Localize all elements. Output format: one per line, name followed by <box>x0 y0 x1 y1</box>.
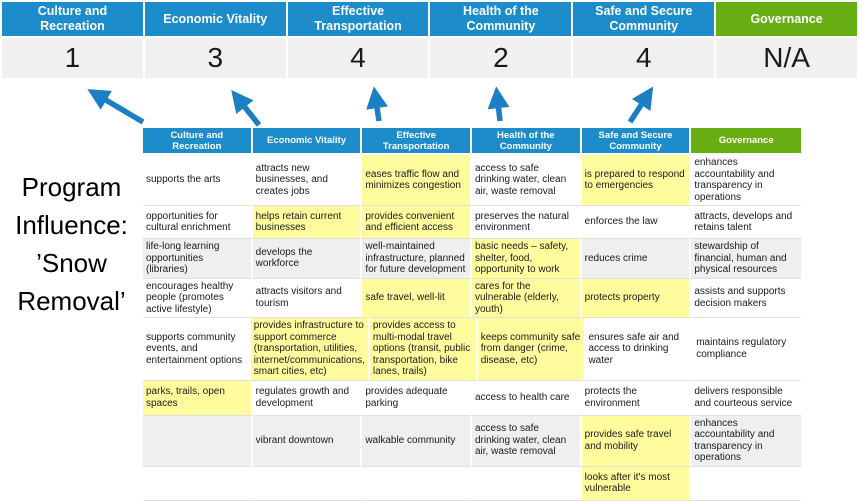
matrix-cell: safe travel, well-lit <box>362 278 472 318</box>
matrix-row-8: looks after it's most vulnerable <box>143 466 801 501</box>
matrix-cell <box>143 466 253 501</box>
matrix-cell: provides safe travel and mobility <box>581 415 692 467</box>
scoreboard-header-4: Safe and Secure Community <box>573 2 715 36</box>
matrix-cell: reduces crime <box>581 239 692 279</box>
matrix-cell: looks after it's most vulnerable <box>581 466 692 501</box>
matrix-cell: provides access to multi-modal travel op… <box>369 318 478 381</box>
matrix-body: supports the arts attracts new businesses… <box>143 155 801 501</box>
matrix-header-5: Governance <box>691 128 801 155</box>
matrix-row-4: encourages healthy people (promotes acti… <box>143 278 801 318</box>
scoreboard-score-3: 2 <box>430 38 572 78</box>
matrix-row-2: opportunities for cultural enrichment hel… <box>143 206 801 239</box>
matrix-cell: regulates growth and development <box>252 380 363 416</box>
matrix-cell: develops the workforce <box>252 239 363 279</box>
matrix-cell: access to safe drinking water, clean air… <box>471 155 582 206</box>
scoreboard-score-2: 4 <box>287 38 429 78</box>
matrix-cell: delivers responsible and courteous servi… <box>691 380 801 416</box>
arrow-up-icon <box>487 86 510 122</box>
matrix-cell: vibrant downtown <box>252 415 363 467</box>
matrix-header-row: Culture and Recreation Economic Vitality E… <box>143 128 801 155</box>
matrix-cell: parks, trails, open spaces <box>143 380 253 416</box>
matrix-cell <box>252 466 363 501</box>
matrix-row-7: vibrant downtown walkable community access… <box>143 415 801 467</box>
matrix-cell: helps retain current businesses <box>252 206 363 239</box>
matrix-cell: life-long learning opportunities (librar… <box>143 239 253 279</box>
scoreboard-header-3: Health of the Community <box>430 2 572 36</box>
matrix-cell: enhances accountability and transparency… <box>691 415 801 467</box>
matrix-cell: enforces the law <box>581 206 692 239</box>
scoreboard-header-5: Governance <box>716 2 857 36</box>
page-title: Program Influence: ’Snow Removal’ <box>15 172 128 316</box>
matrix-header-0: Culture and Recreation <box>143 128 253 155</box>
matrix-cell: assists and supports decision makers <box>691 278 801 318</box>
matrix-cell: supports community events, and entertain… <box>143 318 251 381</box>
matrix-header-1: Economic Vitality <box>252 128 363 155</box>
matrix-cell: access to health care <box>471 380 582 416</box>
matrix-cell: preserves the natural environment <box>471 206 582 239</box>
matrix-cell: enhances accountability and transparency… <box>691 155 801 206</box>
scoreboard-score-0: 1 <box>2 38 143 78</box>
matrix-cell: access to safe drinking water, clean air… <box>471 415 582 467</box>
matrix-cell: encourages healthy people (promotes acti… <box>143 278 253 318</box>
matrix-row-3: life-long learning opportunities (librar… <box>143 239 801 279</box>
matrix-cell: attracts new businesses, and creates job… <box>252 155 363 206</box>
matrix-cell: provides infrastructure to support comme… <box>250 318 370 381</box>
matrix-cell: supports the arts <box>143 155 253 206</box>
matrix-header-3: Health of the Community <box>471 128 582 155</box>
matrix-cell: opportunities for cultural enrichment <box>143 206 253 239</box>
scoreboard-header-row: Culture and Recreation Economic Vitality E… <box>2 2 857 36</box>
matrix-cell: attracts, develops and retains talent <box>691 206 801 239</box>
arrow-up-icon <box>366 86 388 122</box>
matrix-cell <box>362 466 472 501</box>
matrix-cell: keeps community safe from danger (crime,… <box>477 318 586 381</box>
priority-scoreboard: Culture and Recreation Economic Vitality E… <box>2 2 857 78</box>
influence-matrix-table: Culture and Recreation Economic Vitality E… <box>143 128 801 501</box>
matrix-cell <box>691 466 801 501</box>
matrix-cell: is prepared to respond to emergencies <box>581 155 692 206</box>
matrix-cell: eases traffic flow and minimizes congest… <box>362 155 472 206</box>
matrix-cell: cares for the vulnerable (elderly, youth… <box>471 278 582 318</box>
matrix-cell: ensures safe air and access to drinking … <box>585 318 694 381</box>
matrix-cell: attracts visitors and tourism <box>252 278 363 318</box>
matrix-cell: well-maintained infrastructure, planned … <box>362 239 472 279</box>
arrow-up-icon <box>627 86 654 124</box>
matrix-cell: provides convenient and efficient access <box>362 206 472 239</box>
scoreboard-header-1: Economic Vitality <box>144 2 286 36</box>
matrix-cell: protects property <box>581 278 692 318</box>
matrix-cell: protects the environment <box>581 380 692 416</box>
matrix-cell: walkable community <box>362 415 472 467</box>
arrow-up-icon <box>231 89 262 127</box>
matrix-cell: basic needs – safety, shelter, food, opp… <box>471 239 582 279</box>
scoreboard-score-row: 1 3 4 2 4 N/A <box>2 36 857 78</box>
matrix-cell: maintains regulatory compliance <box>693 318 801 381</box>
matrix-row-5: supports community events, and entertain… <box>143 318 801 381</box>
matrix-cell <box>143 415 253 467</box>
matrix-cell <box>471 466 582 501</box>
matrix-row-6: parks, trails, open spaces regulates grow… <box>143 380 801 416</box>
matrix-header-4: Safe and Secure Community <box>581 128 692 155</box>
matrix-header-2: Effective Transportation <box>362 128 472 155</box>
matrix-cell: provides adequate parking <box>362 380 472 416</box>
scoreboard-score-5: N/A <box>716 38 857 78</box>
influence-arrows <box>87 86 654 127</box>
scoreboard-score-4: 4 <box>573 38 715 78</box>
scoreboard-header-0: Culture and Recreation <box>2 2 143 36</box>
arrow-up-icon <box>87 89 145 125</box>
matrix-cell: stewardship of financial, human and phys… <box>691 239 801 279</box>
scoreboard-score-1: 3 <box>144 38 286 78</box>
scoreboard-header-2: Effective Transportation <box>287 2 429 36</box>
matrix-row-1: supports the arts attracts new businesses… <box>143 155 801 206</box>
